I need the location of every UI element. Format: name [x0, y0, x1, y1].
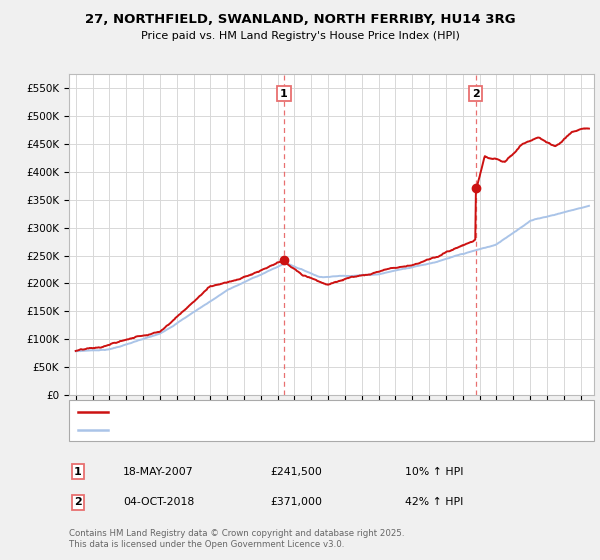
Text: 04-OCT-2018: 04-OCT-2018 [123, 497, 194, 507]
Text: Price paid vs. HM Land Registry's House Price Index (HPI): Price paid vs. HM Land Registry's House … [140, 31, 460, 41]
Text: 18-MAY-2007: 18-MAY-2007 [123, 466, 194, 477]
Text: 1: 1 [280, 88, 288, 99]
Text: 2: 2 [74, 497, 82, 507]
Text: 42% ↑ HPI: 42% ↑ HPI [405, 497, 463, 507]
Text: 1: 1 [74, 466, 82, 477]
Text: HPI: Average price, detached house, East Riding of Yorkshire: HPI: Average price, detached house, East… [115, 425, 417, 435]
Text: 10% ↑ HPI: 10% ↑ HPI [405, 466, 464, 477]
Text: £371,000: £371,000 [270, 497, 322, 507]
Text: £241,500: £241,500 [270, 466, 322, 477]
Text: 27, NORTHFIELD, SWANLAND, NORTH FERRIBY, HU14 3RG: 27, NORTHFIELD, SWANLAND, NORTH FERRIBY,… [85, 13, 515, 26]
Text: 27, NORTHFIELD, SWANLAND, NORTH FERRIBY, HU14 3RG (detached house): 27, NORTHFIELD, SWANLAND, NORTH FERRIBY,… [115, 407, 496, 417]
Text: 2: 2 [472, 88, 479, 99]
Text: Contains HM Land Registry data © Crown copyright and database right 2025.
This d: Contains HM Land Registry data © Crown c… [69, 529, 404, 549]
